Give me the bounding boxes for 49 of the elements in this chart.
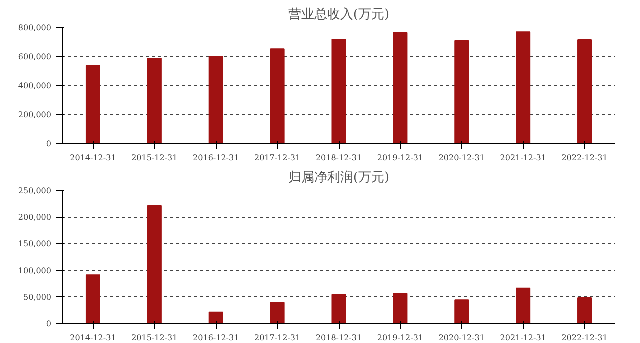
chart-title: 营业总收入(万元) <box>288 8 390 22</box>
bar <box>208 56 224 144</box>
x-tick-label: 2021-12-31 <box>500 154 546 162</box>
bar <box>147 205 162 324</box>
bar <box>332 39 346 144</box>
bar <box>86 65 100 144</box>
y-tick-label: 0 <box>46 140 52 148</box>
y-tick-label: 200,000 <box>18 110 52 120</box>
x-tick-label: 2018-12-31 <box>316 154 362 162</box>
x-tick-label: 2015-12-31 <box>132 154 178 162</box>
bar <box>454 300 470 324</box>
x-tick-label: 2019-12-31 <box>377 154 424 162</box>
chart-title: 归属净利润(万元) <box>288 170 390 186</box>
x-tick-label: 2014-12-31 <box>70 334 116 342</box>
x-tick-label: 2022-12-31 <box>562 154 608 162</box>
y-tick-label: 800,000 <box>18 24 52 32</box>
y-tick-label: 250,000 <box>18 186 52 196</box>
bar <box>208 312 224 324</box>
x-tick-label: 2016-12-31 <box>193 154 240 162</box>
y-tick-label: 200,000 <box>18 213 52 222</box>
bar <box>147 58 162 144</box>
y-tick-label: 100,000 <box>18 266 52 276</box>
x-tick-label: 2022-12-31 <box>562 334 608 342</box>
x-tick-label: 2020-12-31 <box>438 334 485 342</box>
x-tick-label: 2015-12-31 <box>132 334 178 342</box>
x-tick-label: 2014-12-31 <box>70 154 116 162</box>
x-tick-label: 2019-12-31 <box>377 334 424 342</box>
bar <box>516 32 531 144</box>
bar <box>270 302 285 324</box>
bar <box>516 288 531 324</box>
x-tick-label: 2016-12-31 <box>193 334 240 342</box>
y-tick-label: 0 <box>46 320 52 328</box>
x-tick-label: 2017-12-31 <box>254 154 301 162</box>
bar <box>86 274 100 324</box>
bar <box>332 294 346 324</box>
y-tick-label: 150,000 <box>18 240 52 249</box>
bar <box>578 297 592 324</box>
x-tick-label: 2021-12-31 <box>500 334 546 342</box>
bar <box>578 39 592 144</box>
x-tick-label: 2017-12-31 <box>254 334 301 342</box>
x-tick-label: 2018-12-31 <box>316 334 362 342</box>
bar <box>393 293 408 324</box>
bar <box>393 32 408 144</box>
x-tick-label: 2020-12-31 <box>438 154 485 162</box>
y-tick-label: 600,000 <box>18 52 52 62</box>
bar <box>454 40 470 144</box>
y-tick-label: 400,000 <box>18 82 52 90</box>
y-tick-label: 50,000 <box>24 292 52 302</box>
bar <box>270 48 285 144</box>
